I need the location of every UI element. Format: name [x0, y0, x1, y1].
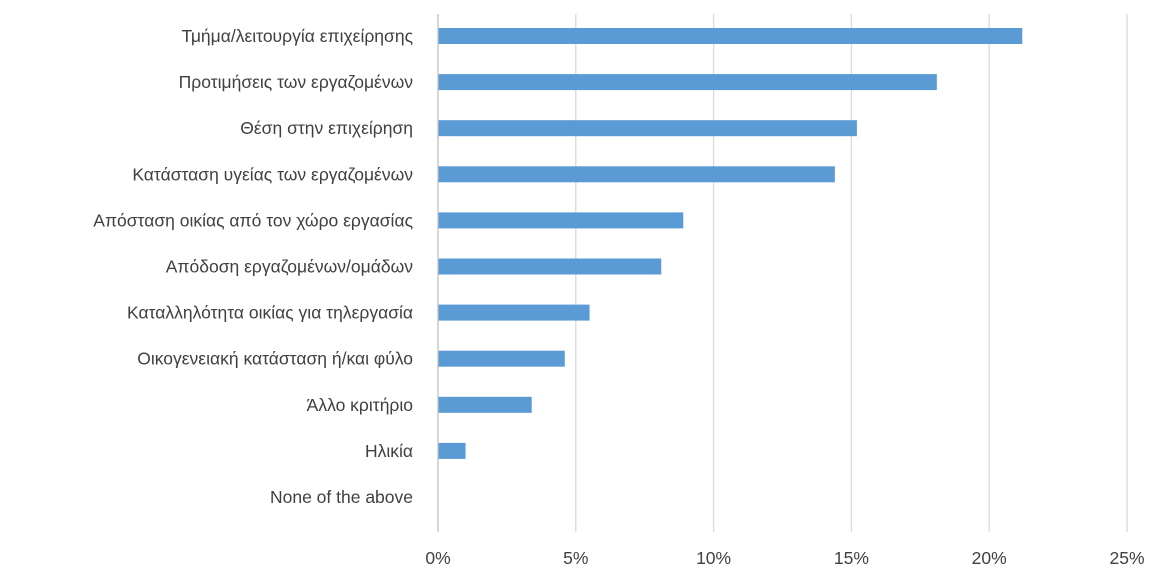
category-label: Προτιμήσεις των εργαζομένων [179, 72, 414, 92]
bar [438, 396, 532, 413]
x-tick-label: 20% [972, 548, 1007, 568]
x-tick-label: 10% [696, 548, 731, 568]
category-label: Απόσταση οικίας από τον χώρο εργασίας [93, 210, 413, 230]
category-label: Οικογενειακή κατάσταση ή/και φύλο [137, 349, 413, 369]
x-tick-label: 25% [1109, 548, 1144, 568]
category-label: Κατάσταση υγείας των εργαζομένων [132, 164, 413, 184]
category-label: Άλλο κριτήριο [307, 395, 413, 415]
bars [438, 28, 1023, 459]
category-labels: Τμήμα/λειτουργία επιχείρησης Προτιμήσεις … [93, 26, 413, 507]
gridlines [575, 14, 1128, 532]
x-tick-label: 0% [425, 548, 450, 568]
bar [438, 304, 590, 321]
category-label: Απόδοση εργαζομένων/ομάδων [166, 257, 413, 277]
bar [438, 28, 1023, 44]
category-label: Καταλληλότητα οικίας για τηλεργασία [127, 303, 413, 323]
category-label: Θέση στην επιχείρηση [240, 118, 413, 138]
bar [438, 442, 466, 459]
x-tick-label: 5% [563, 548, 588, 568]
x-tick-label: 15% [834, 548, 869, 568]
bar [438, 74, 937, 91]
tick-labels: 0% 5% 10% 15% 20% 25% [425, 548, 1144, 568]
bar [438, 212, 684, 229]
bar [438, 166, 835, 183]
bar [438, 120, 857, 137]
bar [438, 258, 662, 275]
category-label: Τμήμα/λειτουργία επιχείρησης [181, 26, 413, 46]
category-label: Ηλικία [365, 441, 413, 461]
category-label: None of the above [270, 487, 413, 507]
bar [438, 350, 565, 367]
